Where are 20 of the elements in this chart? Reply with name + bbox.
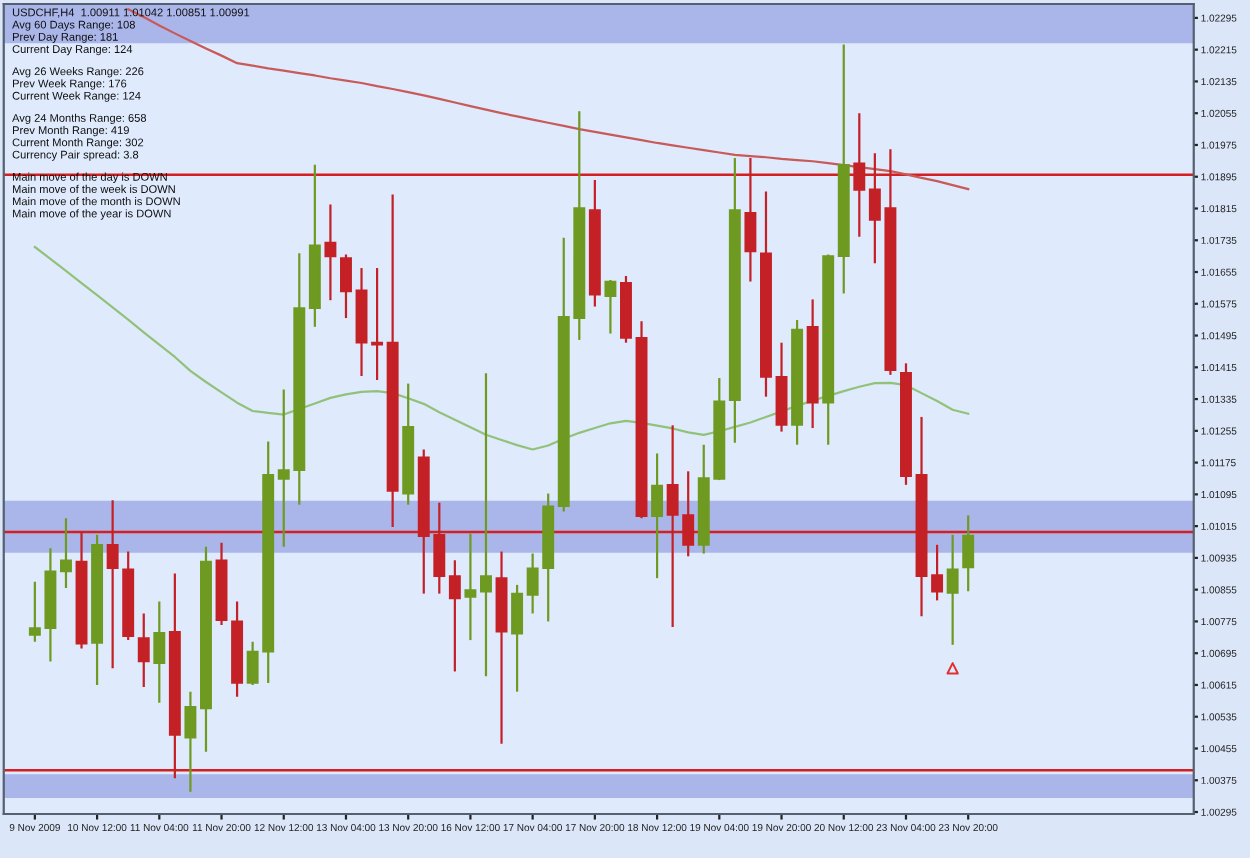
candlestick [371,266,384,382]
candlestick [744,156,757,283]
candlestick [324,203,337,302]
candlestick [184,690,197,793]
candlestick [137,612,150,689]
candlestick [480,372,492,678]
candlestick [340,253,352,320]
candlestick [153,600,166,704]
candlestick [106,499,119,670]
candlestick [511,583,524,693]
candlestick [651,452,664,580]
candlestick [604,278,617,335]
candlestick [60,517,72,590]
candlestick [962,514,975,593]
candlestick [931,543,944,602]
candlestick [946,533,959,646]
candlestick [464,532,477,642]
candlestick [448,559,461,673]
line-series [33,245,970,451]
candlestick [853,112,866,238]
